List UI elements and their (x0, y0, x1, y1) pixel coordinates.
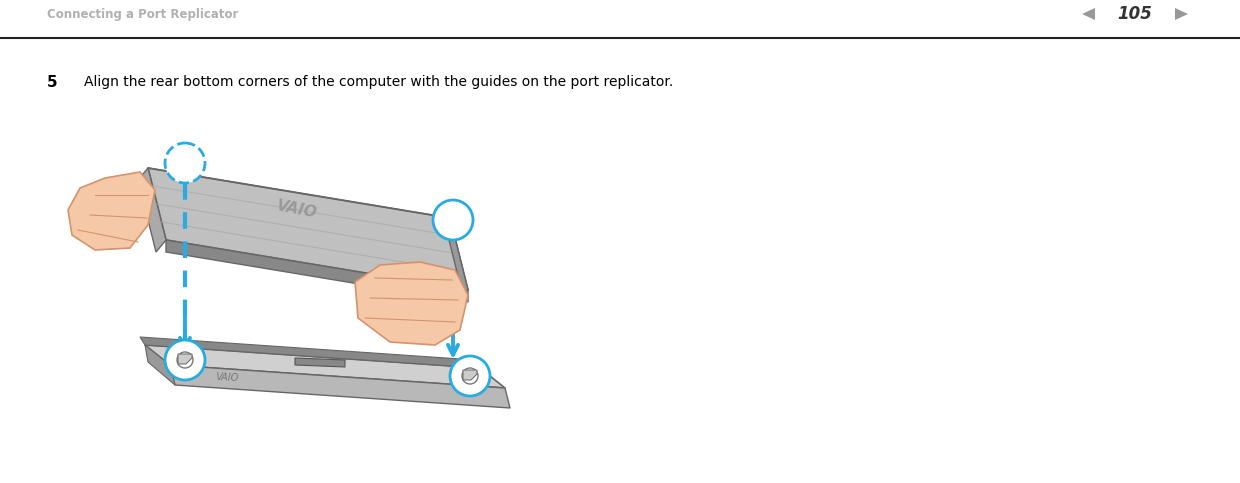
Circle shape (450, 356, 490, 396)
Polygon shape (148, 168, 467, 290)
Polygon shape (68, 172, 155, 250)
Polygon shape (1176, 8, 1188, 20)
Text: VAIO: VAIO (215, 372, 238, 384)
Polygon shape (145, 345, 175, 385)
Polygon shape (1083, 8, 1095, 20)
Polygon shape (166, 240, 467, 302)
Text: 105: 105 (1117, 5, 1152, 23)
Polygon shape (140, 337, 480, 368)
Polygon shape (355, 262, 467, 345)
Circle shape (433, 200, 472, 240)
Polygon shape (145, 345, 505, 388)
Text: Align the rear bottom corners of the computer with the guides on the port replic: Align the rear bottom corners of the com… (84, 75, 673, 89)
Polygon shape (170, 365, 510, 408)
Circle shape (165, 143, 205, 183)
Polygon shape (444, 218, 467, 292)
Text: Connecting a Port Replicator: Connecting a Port Replicator (47, 8, 238, 20)
Polygon shape (295, 358, 345, 367)
Polygon shape (179, 354, 192, 364)
Polygon shape (138, 168, 166, 252)
Text: VAIO: VAIO (275, 199, 319, 221)
Polygon shape (463, 370, 477, 380)
Text: 5: 5 (47, 75, 57, 90)
Circle shape (165, 340, 205, 380)
